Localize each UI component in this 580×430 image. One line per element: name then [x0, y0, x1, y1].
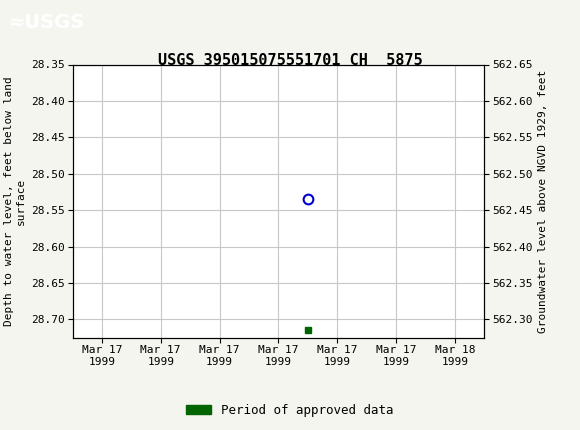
Y-axis label: Groundwater level above NGVD 1929, feet: Groundwater level above NGVD 1929, feet	[538, 69, 548, 333]
Text: ≈USGS: ≈USGS	[9, 13, 85, 32]
Y-axis label: Depth to water level, feet below land
surface: Depth to water level, feet below land su…	[4, 76, 26, 326]
Legend: Period of approved data: Period of approved data	[181, 399, 399, 421]
Text: USGS 395015075551701 CH  5875: USGS 395015075551701 CH 5875	[158, 53, 422, 68]
